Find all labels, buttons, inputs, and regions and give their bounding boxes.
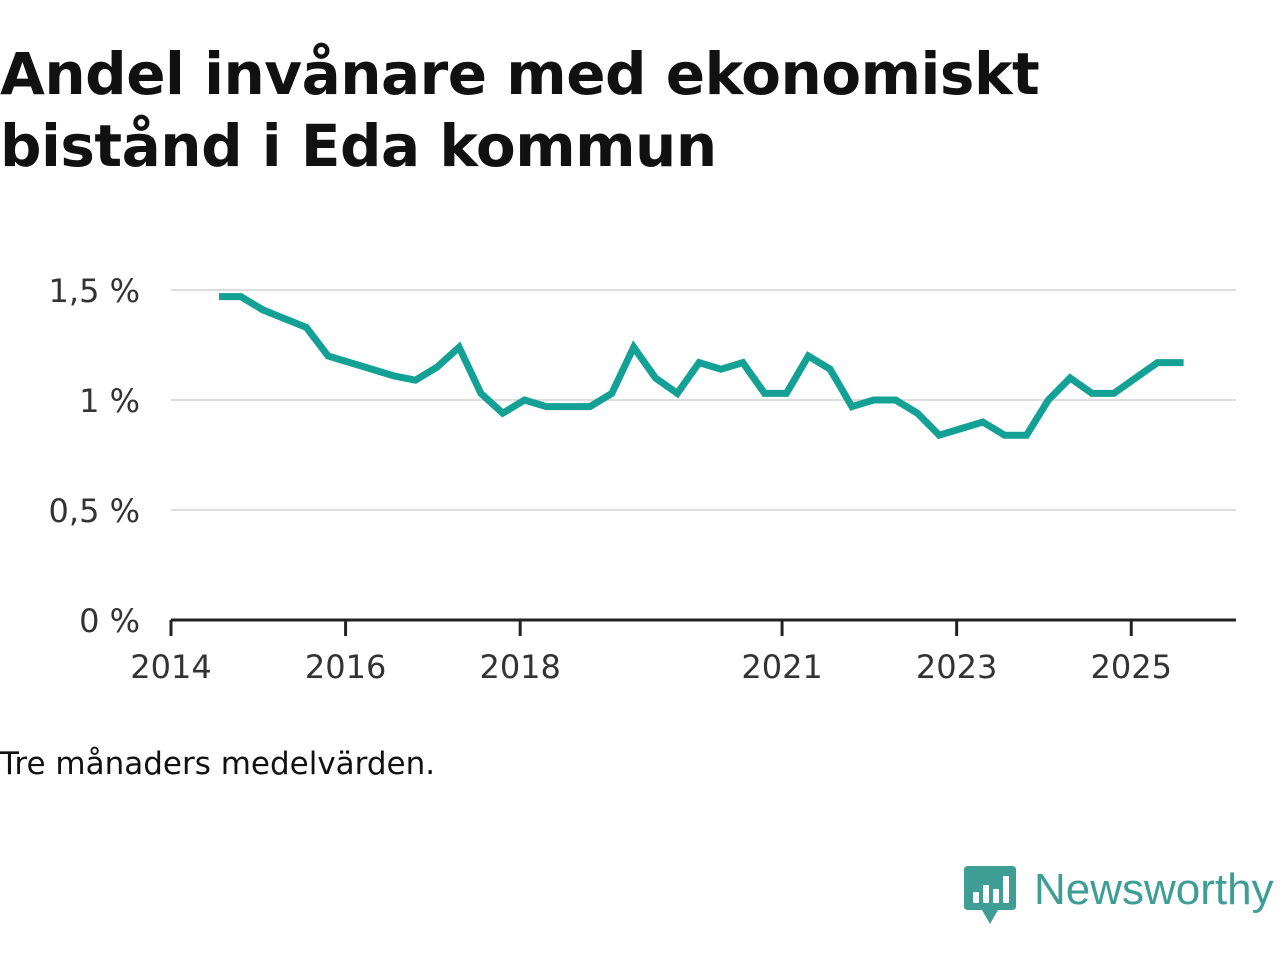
data-point[interactable] xyxy=(1152,358,1162,368)
chart-title: Andel invånare med ekonomiskt bistånd i … xyxy=(0,38,1200,182)
data-point[interactable] xyxy=(978,417,988,427)
data-point[interactable] xyxy=(934,430,944,440)
newsworthy-logo-icon xyxy=(964,866,1016,924)
data-point[interactable] xyxy=(236,292,246,302)
data-point[interactable] xyxy=(760,388,770,398)
y-tick-label: 1 % xyxy=(79,382,140,420)
data-point[interactable] xyxy=(1000,430,1010,440)
y-tick-label: 0 % xyxy=(79,602,140,640)
y-tick-label: 1,5 % xyxy=(49,272,140,310)
data-point[interactable] xyxy=(563,402,573,412)
data-point[interactable] xyxy=(258,305,268,315)
data-point[interactable] xyxy=(716,364,726,374)
x-tick-label: 2025 xyxy=(1091,648,1172,686)
x-tick-label: 2023 xyxy=(916,648,997,686)
data-point[interactable] xyxy=(498,408,508,418)
data-point[interactable] xyxy=(1065,373,1075,383)
x-tick-label: 2021 xyxy=(741,648,822,686)
data-point[interactable] xyxy=(454,342,464,352)
data-point[interactable] xyxy=(476,388,486,398)
chart-title-line-2: bistånd i Eda kommun xyxy=(0,112,717,180)
data-point[interactable] xyxy=(301,322,311,332)
series-layer xyxy=(214,292,1189,440)
data-point[interactable] xyxy=(1179,358,1189,368)
data-point[interactable] xyxy=(956,424,966,434)
data-point[interactable] xyxy=(389,371,399,381)
data-point[interactable] xyxy=(367,364,377,374)
data-point[interactable] xyxy=(585,402,595,412)
line-chart: 0 % 0,5 % 1 % 1,5 % 2014 2016 2018 2021 2023 202… xyxy=(49,272,1236,686)
x-tick-label: 2018 xyxy=(479,648,560,686)
data-point[interactable] xyxy=(912,408,922,418)
data-point[interactable] xyxy=(869,395,879,405)
data-point[interactable] xyxy=(432,362,442,372)
series-line xyxy=(219,293,1184,440)
chart-note: Tre månaders medelvärden. xyxy=(0,746,436,782)
data-point[interactable] xyxy=(803,351,813,361)
data-point[interactable] xyxy=(280,314,290,324)
x-tick-label: 2014 xyxy=(130,648,211,686)
data-point[interactable] xyxy=(410,375,420,385)
y-tick-label: 0,5 % xyxy=(49,492,140,530)
data-point[interactable] xyxy=(694,358,704,368)
data-point[interactable] xyxy=(672,388,682,398)
data-point[interactable] xyxy=(825,364,835,374)
data-point[interactable] xyxy=(323,351,333,361)
data-point[interactable] xyxy=(629,342,639,352)
grid-lines xyxy=(171,289,1236,511)
x-axis-ticks: 2014 2016 2018 2021 2023 2025 xyxy=(130,620,1172,686)
data-point[interactable] xyxy=(781,388,791,398)
chart-title-line-1: Andel invånare med ekonomiskt xyxy=(0,40,1040,108)
data-point[interactable] xyxy=(1087,388,1097,398)
y-axis-ticks: 0 % 0,5 % 1 % 1,5 % xyxy=(49,272,140,640)
data-point[interactable] xyxy=(891,395,901,405)
data-point[interactable] xyxy=(1131,373,1141,383)
data-point[interactable] xyxy=(607,388,617,398)
data-point[interactable] xyxy=(1043,395,1053,405)
data-point[interactable] xyxy=(214,292,224,302)
data-point[interactable] xyxy=(847,402,857,412)
data-point[interactable] xyxy=(1109,388,1119,398)
brand-name: Newsworthy xyxy=(1034,865,1274,914)
data-point[interactable] xyxy=(1022,430,1032,440)
data-point[interactable] xyxy=(651,373,661,383)
data-point[interactable] xyxy=(738,358,748,368)
x-tick-label: 2016 xyxy=(305,648,386,686)
data-point[interactable] xyxy=(345,358,355,368)
data-point[interactable] xyxy=(520,395,530,405)
data-point[interactable] xyxy=(541,402,551,412)
